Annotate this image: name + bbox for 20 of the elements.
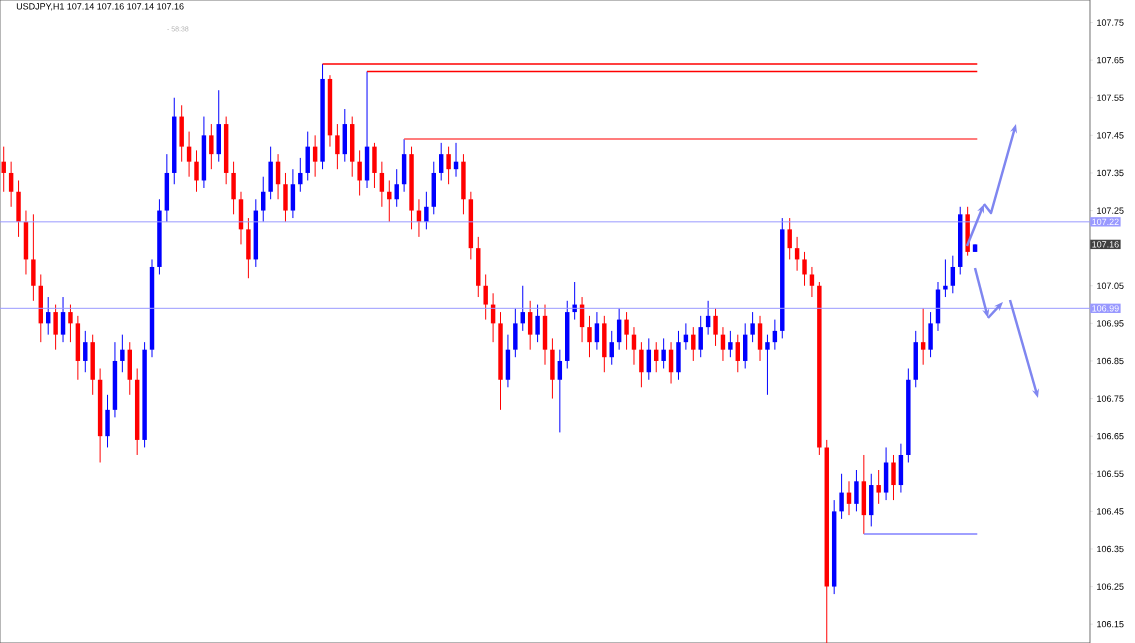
y-tick-label: 107.65 [1097,56,1124,64]
y-tick-label: 106.85 [1097,357,1124,365]
y-tick-label: 107.05 [1097,282,1124,289]
y-tick-label: 107.75 [1097,19,1124,26]
ref-line-label: 106.99 [1092,305,1119,312]
y-tick-label: 107.55 [1097,94,1124,101]
y-tick-label: 107.45 [1097,132,1124,139]
y-tick-label: 106.35 [1097,545,1124,553]
y-tick-label: 106.25 [1097,583,1124,590]
y-tick-label: 107.25 [1097,207,1124,214]
y-tick-label: 106.55 [1097,470,1124,477]
ref-line-label: 107.22 [1092,218,1119,226]
annotation: 107.16 [1092,241,1119,248]
y-tick-label: 106.15 [1097,621,1124,628]
chart-title: USDJPY,H1 107.14 107.16 107.14 107.16 [16,3,184,11]
y-tick-label: 107.35 [1097,169,1124,177]
y-tick-label: 106.65 [1097,432,1124,440]
y-tick-label: 106.95 [1097,320,1124,327]
y-tick-label: 106.45 [1097,508,1124,515]
y-tick-label: 106.75 [1097,395,1124,402]
